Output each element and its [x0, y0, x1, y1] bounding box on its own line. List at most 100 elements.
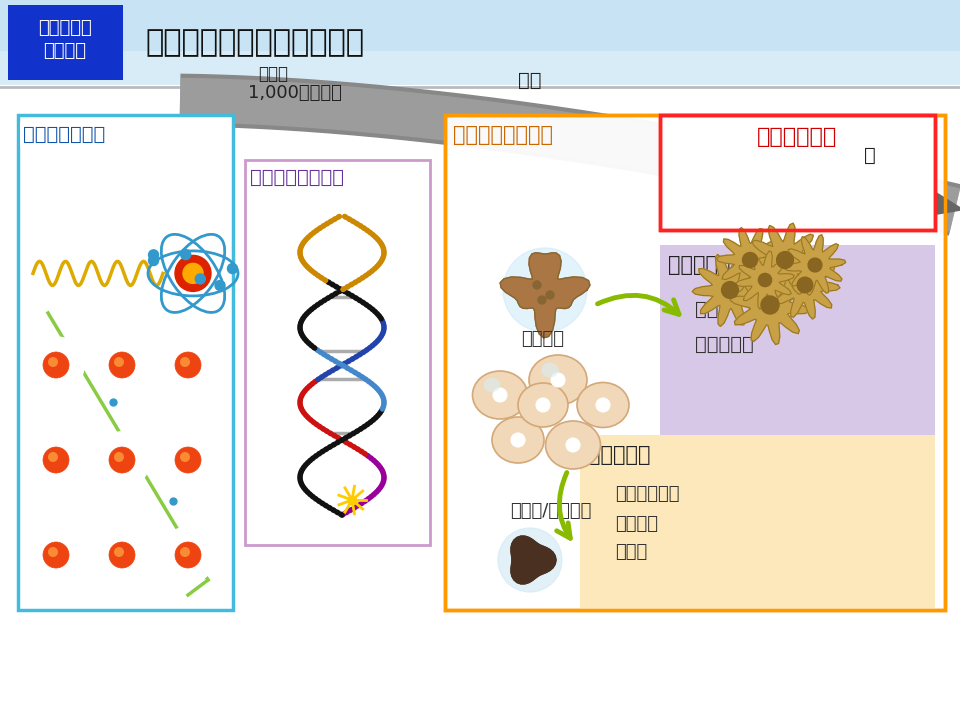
Circle shape: [228, 264, 237, 274]
Circle shape: [114, 452, 124, 462]
Polygon shape: [903, 178, 960, 220]
Polygon shape: [748, 223, 823, 297]
Text: 被ばく後の時間経過と影響: 被ばく後の時間経過と影響: [145, 28, 364, 57]
Text: 生化学的プロセス: 生化学的プロセス: [250, 168, 344, 187]
Circle shape: [546, 291, 554, 299]
Circle shape: [596, 398, 610, 412]
Ellipse shape: [541, 362, 559, 377]
Polygon shape: [730, 265, 810, 345]
FancyBboxPatch shape: [245, 160, 430, 545]
Circle shape: [498, 528, 562, 592]
FancyBboxPatch shape: [660, 115, 935, 230]
FancyBboxPatch shape: [8, 5, 123, 80]
Text: 1,000分の１秒: 1,000分の１秒: [248, 84, 342, 102]
Circle shape: [114, 547, 124, 557]
Text: 照射後: 照射後: [258, 65, 288, 83]
Text: 確率的影響: 確率的影響: [668, 255, 731, 275]
Circle shape: [797, 277, 813, 293]
Circle shape: [94, 432, 150, 488]
Circle shape: [48, 452, 58, 462]
Circle shape: [180, 357, 190, 367]
Circle shape: [175, 542, 201, 568]
Circle shape: [511, 433, 525, 447]
Polygon shape: [500, 253, 590, 338]
Text: 人体影響の
発生機構: 人体影響の 発生機構: [38, 19, 92, 60]
FancyBboxPatch shape: [660, 245, 935, 440]
FancyBboxPatch shape: [445, 115, 945, 610]
Text: 細胞死/細胞変性: 細胞死/細胞変性: [510, 502, 591, 520]
Circle shape: [48, 547, 58, 557]
Polygon shape: [735, 251, 794, 309]
Circle shape: [180, 250, 191, 260]
Text: 臨床プロセス: 臨床プロセス: [756, 127, 837, 147]
Ellipse shape: [484, 378, 500, 392]
Circle shape: [777, 251, 793, 269]
Text: 時間: 時間: [518, 71, 541, 89]
Circle shape: [175, 256, 211, 292]
Circle shape: [94, 527, 150, 583]
Circle shape: [28, 432, 84, 488]
FancyBboxPatch shape: [0, 0, 960, 85]
Circle shape: [533, 281, 541, 289]
Circle shape: [160, 337, 216, 393]
FancyBboxPatch shape: [18, 115, 233, 610]
Circle shape: [551, 373, 565, 387]
Circle shape: [28, 527, 84, 583]
Polygon shape: [716, 228, 783, 292]
Ellipse shape: [577, 382, 629, 428]
Circle shape: [149, 250, 158, 260]
Circle shape: [536, 398, 550, 412]
Text: 年: 年: [864, 145, 876, 164]
Polygon shape: [511, 536, 556, 584]
Circle shape: [493, 388, 507, 402]
Polygon shape: [784, 235, 846, 295]
Text: 生物学的プロセス: 生物学的プロセス: [453, 125, 553, 145]
Circle shape: [538, 296, 546, 304]
Circle shape: [175, 352, 201, 378]
Circle shape: [48, 357, 58, 367]
Circle shape: [183, 264, 203, 284]
Text: 胎児影響: 胎児影響: [615, 515, 658, 533]
Circle shape: [43, 352, 69, 378]
Circle shape: [808, 258, 822, 272]
Circle shape: [742, 253, 757, 268]
Ellipse shape: [518, 383, 568, 427]
Text: 急性放射線症: 急性放射線症: [615, 485, 680, 503]
Ellipse shape: [529, 355, 587, 405]
Polygon shape: [692, 254, 767, 326]
Text: 遺伝性影響: 遺伝性影響: [695, 335, 754, 354]
Ellipse shape: [472, 371, 527, 419]
FancyBboxPatch shape: [580, 435, 935, 610]
Circle shape: [758, 274, 772, 287]
Circle shape: [566, 438, 580, 452]
Ellipse shape: [545, 421, 601, 469]
Circle shape: [195, 274, 205, 284]
Circle shape: [43, 542, 69, 568]
Text: 確定的影響: 確定的影響: [588, 445, 651, 465]
Circle shape: [761, 296, 779, 314]
Circle shape: [160, 527, 216, 583]
Circle shape: [215, 280, 225, 290]
Circle shape: [180, 547, 190, 557]
Circle shape: [109, 447, 135, 473]
Circle shape: [28, 337, 84, 393]
Circle shape: [114, 357, 124, 367]
Circle shape: [503, 248, 587, 332]
FancyBboxPatch shape: [0, 51, 960, 85]
Text: がん: がん: [695, 300, 718, 319]
Circle shape: [109, 352, 135, 378]
Circle shape: [94, 337, 150, 393]
Text: 突然変異: 突然変異: [521, 330, 564, 348]
Polygon shape: [511, 536, 556, 584]
Circle shape: [43, 447, 69, 473]
Circle shape: [180, 452, 190, 462]
Ellipse shape: [492, 417, 544, 463]
Text: 物理的プロセス: 物理的プロセス: [23, 125, 106, 144]
Circle shape: [722, 282, 738, 298]
Circle shape: [109, 542, 135, 568]
Polygon shape: [771, 251, 840, 319]
Text: 白内障: 白内障: [615, 543, 647, 561]
Circle shape: [149, 256, 158, 266]
Circle shape: [160, 432, 216, 488]
Circle shape: [175, 447, 201, 473]
